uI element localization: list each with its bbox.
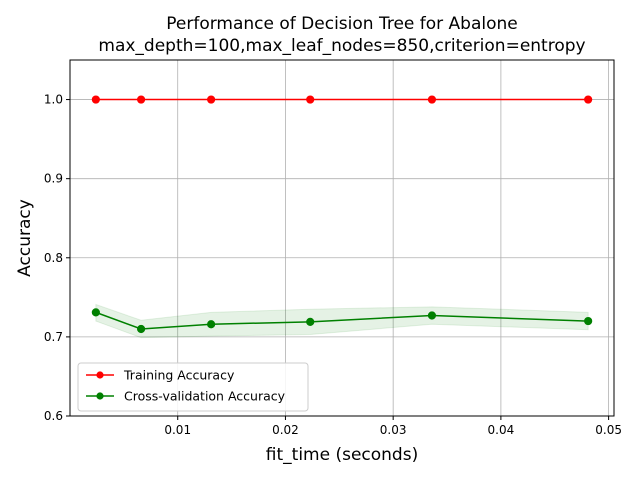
y-tick-label: 0.7 [44, 330, 63, 344]
y-tick-label: 0.6 [44, 409, 63, 423]
data-point [584, 95, 593, 104]
data-point [306, 95, 315, 104]
data-point [91, 308, 100, 317]
series-lines [91, 95, 593, 334]
plot-frame [69, 59, 615, 417]
series-line [95, 311, 589, 330]
y-axis-label: Accuracy [15, 199, 35, 277]
x-tick-label: 0.03 [380, 423, 407, 437]
data-point [427, 95, 437, 104]
y-tick-label: 1.0 [44, 93, 63, 107]
x-tick-label: 0.02 [272, 423, 299, 437]
legend-marker [96, 392, 104, 400]
y-tick-label: 0.9 [44, 172, 63, 186]
data-point [584, 316, 593, 326]
axis-ticks: 0.01 0.02 0.03 0.04 0.05 0.6 0.7 0.8 0.9 1.0 [44, 93, 622, 437]
data-point [91, 95, 100, 104]
legend-label: Training Accuracy [123, 368, 235, 383]
chart-title: Performance of Decision Tree for Abalone [166, 14, 518, 34]
x-tick-label: 0.01 [164, 423, 191, 437]
x-tick-label: 0.05 [595, 423, 622, 437]
confidence-band [95, 303, 589, 339]
y-tick-label: 0.8 [44, 251, 63, 265]
data-point [136, 324, 146, 334]
legend-box [77, 362, 309, 412]
data-point [136, 95, 146, 104]
legend-marker [96, 371, 104, 379]
x-axis-label: fit_time (seconds) [266, 445, 418, 465]
legend: Training Accuracy Cross-validation Accura… [77, 362, 309, 412]
legend-label: Cross-validation Accuracy [124, 389, 286, 404]
data-point [306, 317, 315, 326]
data-point [207, 320, 216, 329]
x-tick-label: 0.04 [488, 423, 515, 437]
data-point [427, 311, 437, 320]
chart-subtitle: max_depth=100,max_leaf_nodes=850,criteri… [98, 36, 585, 56]
data-point [207, 95, 216, 104]
